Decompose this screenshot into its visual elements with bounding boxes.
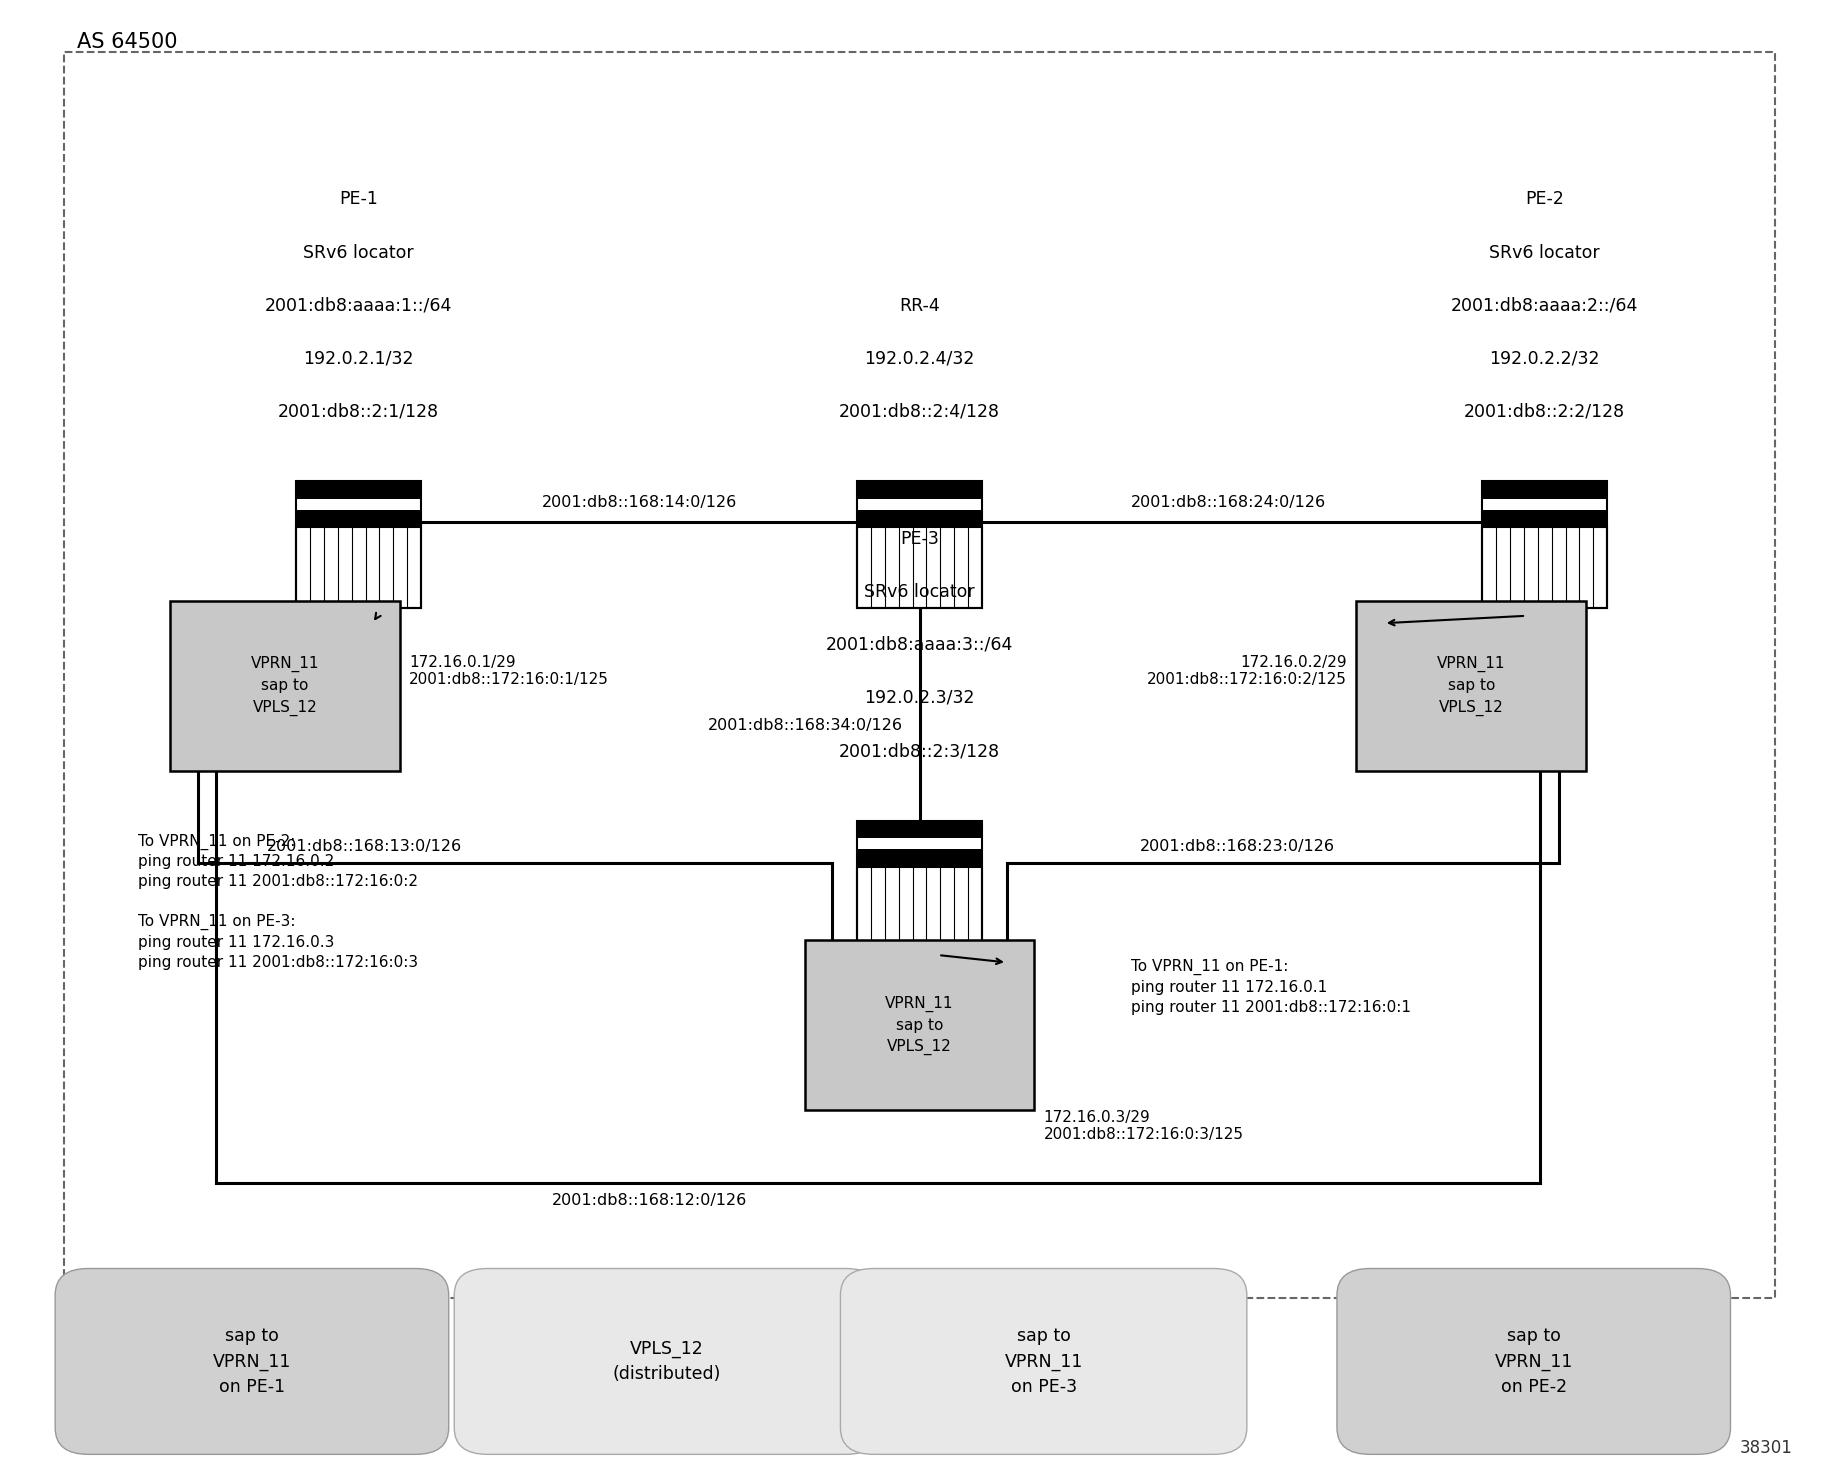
Text: 2001:db8::2:3/128: 2001:db8::2:3/128 — [839, 742, 1000, 760]
Bar — [296, 481, 421, 499]
Text: sap to
VPRN_11
on PE-2: sap to VPRN_11 on PE-2 — [1495, 1328, 1572, 1395]
Text: 2001:db8::2:1/128: 2001:db8::2:1/128 — [278, 403, 440, 420]
Text: 2001:db8:aaaa:2::/64: 2001:db8:aaaa:2::/64 — [1451, 296, 1639, 314]
Bar — [857, 866, 982, 947]
Text: 2001:db8::168:13:0/126: 2001:db8::168:13:0/126 — [267, 839, 462, 854]
Bar — [857, 481, 982, 608]
Text: 2001:db8:aaaa:1::/64: 2001:db8:aaaa:1::/64 — [265, 296, 452, 314]
Text: 192.0.2.2/32: 192.0.2.2/32 — [1490, 350, 1600, 367]
Text: 2001:db8::2:4/128: 2001:db8::2:4/128 — [839, 403, 1000, 420]
Text: 2001:db8::168:23:0/126: 2001:db8::168:23:0/126 — [1140, 839, 1335, 854]
Bar — [1482, 527, 1607, 608]
Bar — [296, 499, 421, 510]
Bar — [857, 527, 982, 608]
Text: To VPRN_11 on PE-1:
ping router 11 172.16.0.1
ping router 11 2001:db8::172:16:0:: To VPRN_11 on PE-1: ping router 11 172.1… — [1131, 959, 1411, 1015]
Bar — [857, 848, 982, 866]
FancyBboxPatch shape — [1337, 1268, 1730, 1454]
Text: sap to
VPRN_11
on PE-1: sap to VPRN_11 on PE-1 — [213, 1328, 291, 1395]
Bar — [857, 510, 982, 528]
Bar — [296, 510, 421, 528]
FancyBboxPatch shape — [1355, 602, 1585, 770]
Text: PE-2: PE-2 — [1525, 190, 1565, 208]
Bar — [857, 820, 982, 838]
Bar — [296, 527, 421, 608]
FancyBboxPatch shape — [55, 1268, 449, 1454]
Text: AS 64500: AS 64500 — [77, 32, 178, 53]
Text: 192.0.2.3/32: 192.0.2.3/32 — [864, 689, 975, 707]
Text: PE-3: PE-3 — [899, 530, 940, 547]
Bar — [1482, 510, 1607, 528]
Text: SRv6 locator: SRv6 locator — [1490, 243, 1600, 261]
Text: 2001:db8::168:12:0/126: 2001:db8::168:12:0/126 — [552, 1193, 747, 1208]
Text: 172.16.0.1/29
2001:db8::172:16:0:1/125: 172.16.0.1/29 2001:db8::172:16:0:1/125 — [408, 655, 609, 687]
Text: VPRN_11
sap to
VPLS_12: VPRN_11 sap to VPLS_12 — [250, 656, 320, 715]
Text: VPLS_12
(distributed): VPLS_12 (distributed) — [612, 1339, 721, 1384]
Text: sap to
VPRN_11
on PE-3: sap to VPRN_11 on PE-3 — [1004, 1328, 1083, 1395]
Bar — [1482, 481, 1607, 608]
Bar — [1482, 481, 1607, 499]
FancyBboxPatch shape — [804, 941, 1034, 1109]
Text: SRv6 locator: SRv6 locator — [303, 243, 414, 261]
Bar — [64, 52, 1775, 1298]
FancyBboxPatch shape — [840, 1268, 1247, 1454]
Bar — [857, 481, 982, 499]
Bar — [1482, 499, 1607, 510]
Text: 2001:db8::168:34:0/126: 2001:db8::168:34:0/126 — [708, 718, 903, 733]
Bar — [296, 481, 421, 608]
Text: 38301: 38301 — [1740, 1440, 1793, 1457]
Text: 192.0.2.1/32: 192.0.2.1/32 — [303, 350, 414, 367]
Text: 172.16.0.3/29
2001:db8::172:16:0:3/125: 172.16.0.3/29 2001:db8::172:16:0:3/125 — [1043, 1109, 1243, 1142]
Text: VPRN_11
sap to
VPLS_12: VPRN_11 sap to VPLS_12 — [885, 996, 954, 1055]
Bar — [857, 838, 982, 848]
Bar — [857, 499, 982, 510]
FancyBboxPatch shape — [454, 1268, 879, 1454]
Text: 2001:db8::168:24:0/126: 2001:db8::168:24:0/126 — [1131, 496, 1326, 510]
Text: RR-4: RR-4 — [899, 296, 940, 314]
Text: 172.16.0.2/29
2001:db8::172:16:0:2/125: 172.16.0.2/29 2001:db8::172:16:0:2/125 — [1148, 655, 1346, 687]
Bar — [857, 820, 982, 947]
Text: 192.0.2.4/32: 192.0.2.4/32 — [864, 350, 975, 367]
Text: To VPRN_11 on PE-2:
ping router 11 172.16.0.2
ping router 11 2001:db8::172:16:0:: To VPRN_11 on PE-2: ping router 11 172.1… — [138, 833, 417, 969]
FancyBboxPatch shape — [169, 602, 401, 770]
Text: PE-1: PE-1 — [338, 190, 379, 208]
Text: 2001:db8:aaaa:3::/64: 2001:db8:aaaa:3::/64 — [826, 636, 1013, 653]
Text: 2001:db8::168:14:0/126: 2001:db8::168:14:0/126 — [543, 496, 737, 510]
Text: 2001:db8::2:2/128: 2001:db8::2:2/128 — [1464, 403, 1626, 420]
Text: SRv6 locator: SRv6 locator — [864, 583, 975, 600]
Text: VPRN_11
sap to
VPLS_12: VPRN_11 sap to VPLS_12 — [1436, 656, 1506, 715]
